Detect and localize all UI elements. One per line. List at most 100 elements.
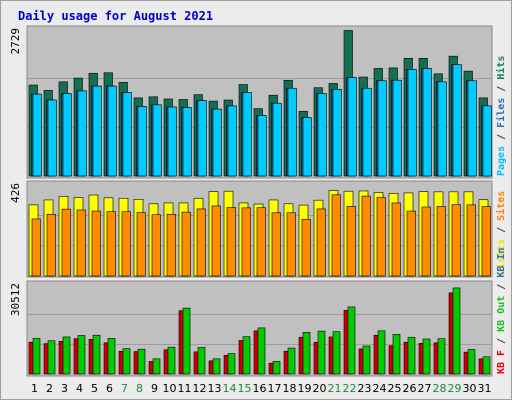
bar-kbout	[437, 338, 446, 375]
day-label: 21	[328, 382, 342, 395]
legend: Visits / Sites	[495, 191, 507, 275]
bar-pages	[257, 115, 267, 177]
day-label: 28	[433, 382, 447, 395]
legend-item: /	[496, 128, 507, 146]
bar-pages	[227, 105, 237, 177]
day-label: 14	[223, 382, 237, 395]
bar-kbout	[227, 353, 236, 375]
legend: KB F / KB Out / KB In	[496, 248, 507, 374]
bar-pages	[452, 64, 462, 177]
bar-sites	[136, 212, 146, 277]
y-max-label: 30512	[9, 283, 22, 316]
kb-panel: 30512 KB F / KB Out / KB In	[9, 248, 507, 377]
bar-kbout	[137, 348, 146, 375]
bar-sites	[466, 204, 476, 277]
bar-kbout	[92, 334, 101, 375]
day-label: 18	[283, 382, 297, 395]
day-label: 19	[298, 382, 312, 395]
day-label: 29	[448, 382, 462, 395]
legend-item: Files	[495, 98, 507, 128]
bar-kbout	[152, 358, 161, 375]
bar-pages	[182, 107, 192, 177]
day-label: 27	[418, 382, 432, 395]
bar-pages	[407, 69, 417, 177]
bar-sites	[91, 210, 101, 277]
bar-sites	[406, 210, 416, 277]
bar-pages	[467, 80, 477, 177]
day-label: 11	[178, 382, 192, 395]
day-label: 6	[106, 382, 113, 395]
bar-sites	[361, 195, 371, 277]
day-label: 26	[403, 382, 417, 395]
legend-item: /	[496, 80, 507, 98]
day-label: 3	[61, 382, 68, 395]
day-label: 17	[268, 382, 282, 395]
legend-item: Sites	[495, 191, 507, 221]
bar-sites	[211, 205, 221, 277]
bar-sites	[46, 213, 56, 277]
legend-item: Visits	[495, 239, 507, 275]
bar-kbout	[197, 347, 206, 375]
bar-pages	[392, 79, 402, 177]
day-label: 9	[151, 382, 158, 395]
day-label: 5	[91, 382, 98, 395]
bar-pages	[422, 68, 432, 177]
day-label: 25	[388, 382, 402, 395]
bar-sites	[271, 212, 281, 277]
bar-kbout	[482, 356, 491, 375]
legend-item: KB In	[496, 248, 507, 278]
bar-sites	[241, 207, 251, 277]
bar-pages	[482, 105, 492, 177]
day-label: 20	[313, 382, 327, 395]
bar-pages	[62, 93, 72, 177]
bar-kbout	[272, 361, 281, 375]
bar-pages	[287, 87, 297, 177]
bar-pages	[332, 89, 342, 177]
legend-item: /	[496, 221, 507, 239]
pages-panel: 2729 Pages / Files / Hits	[9, 25, 507, 179]
chart-panels: 2729 Pages / Files / Hits 426 Visits / Site…	[9, 25, 507, 377]
bar-kbout	[407, 336, 416, 375]
day-label: 10	[163, 382, 177, 395]
bar-sites	[121, 211, 131, 277]
bar-sites	[376, 197, 386, 277]
bar-sites	[76, 209, 86, 277]
day-label: 12	[193, 382, 207, 395]
bar-sites	[31, 218, 41, 277]
bar-sites	[256, 207, 266, 277]
bar-sites	[481, 206, 491, 277]
bar-pages	[77, 90, 87, 177]
bar-kbout	[347, 306, 356, 375]
bar-pages	[212, 108, 222, 177]
bar-kbout	[257, 327, 266, 375]
legend: Pages / Files / Hits	[495, 56, 507, 176]
legend-item: Hits	[495, 56, 507, 80]
bar-kbout	[77, 335, 86, 375]
bar-kbout	[392, 334, 401, 375]
bar-kbout	[47, 340, 56, 375]
bar-pages	[437, 81, 447, 177]
legend-item: Pages	[496, 146, 507, 176]
bar-sites	[181, 211, 191, 277]
day-label: 7	[121, 382, 128, 395]
bar-kbout	[212, 358, 221, 375]
bar-sites	[151, 214, 161, 277]
bar-kbout	[167, 346, 176, 375]
bar-sites	[166, 213, 176, 277]
bar-pages	[317, 93, 327, 177]
day-label: 8	[136, 382, 143, 395]
visits-panel: 426 Visits / Sites	[9, 180, 507, 278]
bar-pages	[92, 85, 102, 177]
day-label: 15	[238, 382, 252, 395]
bar-pages	[152, 104, 162, 177]
bar-kbout	[242, 336, 251, 375]
y-max-label: 2729	[9, 28, 22, 55]
bar-pages	[167, 106, 177, 177]
bar-sites	[61, 208, 71, 277]
bar-sites	[316, 208, 326, 277]
bar-pages	[347, 77, 357, 177]
bar-kbout	[32, 338, 41, 375]
day-label: 23	[358, 382, 372, 395]
